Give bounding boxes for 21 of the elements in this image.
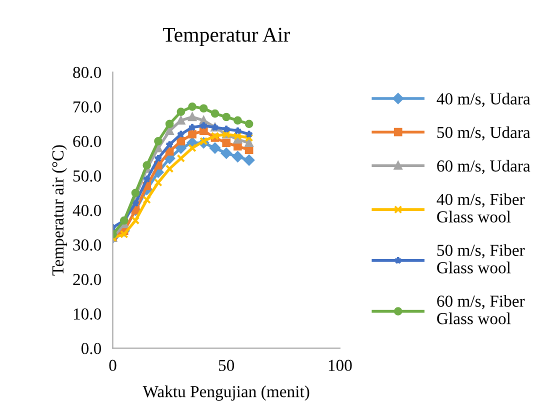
y-tick-label: 60.0 xyxy=(73,136,102,148)
y-tick-label: 40.0 xyxy=(72,204,102,216)
x-tick-label: 0 xyxy=(109,360,116,372)
legend-label: 50 m/s, Fiber Glass wool xyxy=(437,244,525,274)
y-tick-label: 0.0 xyxy=(81,342,102,354)
legend-label: 40 m/s, Udara xyxy=(436,92,530,107)
legend-label: 50 m/s, Udara xyxy=(437,126,530,140)
legend-label: 40 m/s, Fiber Glass wool xyxy=(436,193,525,222)
y-tick-label: 10.0 xyxy=(74,308,102,320)
y-tick-label: 30.0 xyxy=(73,239,102,251)
chart-title: Temperatur Air xyxy=(162,28,290,46)
y-tick-label: 70.0 xyxy=(74,101,102,113)
y-axis-title: Temperatur air (°C) xyxy=(52,145,67,276)
x-axis-title: Waktu Pengujian (menit) xyxy=(142,386,310,401)
y-tick-label: 80.0 xyxy=(73,66,102,78)
x-tick-label: 50 xyxy=(218,360,234,372)
x-tick-label: 100 xyxy=(328,360,352,372)
y-tick-label: 20.0 xyxy=(73,274,102,286)
legend-label: 60 m/s, Fiber Glass wool xyxy=(437,295,525,324)
y-tick-label: 50.0 xyxy=(73,170,102,182)
legend-label: 60 m/s, Udara xyxy=(437,160,530,174)
